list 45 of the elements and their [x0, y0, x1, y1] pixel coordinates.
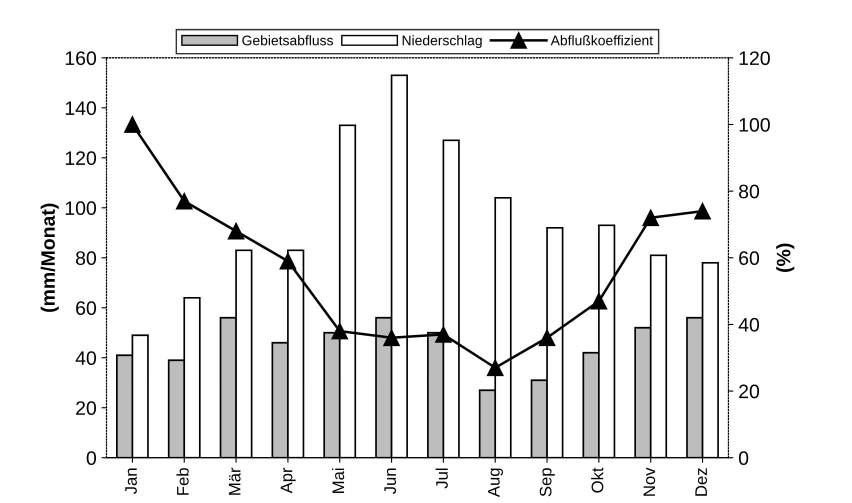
y-tick-label: 80 [76, 251, 96, 266]
legend-label: Gebietsabfluss [242, 35, 333, 46]
point [280, 252, 296, 270]
x-tick-label: Aug [488, 468, 503, 498]
y2-tick-label: 0 [738, 451, 748, 465]
x-tick-label: Jan [125, 468, 137, 494]
point [331, 322, 348, 340]
x-tick-label: Dez [695, 468, 708, 496]
x-tick-label: Okt [591, 468, 604, 493]
x-tick-label: Jun [384, 468, 396, 494]
y2-tick-label: 60 [739, 251, 760, 266]
x-tick-label: Nov [644, 468, 656, 496]
y-tick-label: 140 [66, 101, 96, 116]
point [124, 116, 141, 133]
y2-tick-label: 100 [740, 118, 770, 132]
x-tick-label: Mai [332, 468, 344, 493]
x-tick-label: Mär [228, 468, 241, 495]
point [228, 222, 244, 240]
y-tick-label: 40 [76, 351, 96, 365]
legend-label: Abflußkoeffizient [550, 35, 653, 46]
point [538, 329, 556, 346]
y-tick-label: 100 [66, 201, 96, 216]
y2-tick-label: 120 [740, 51, 770, 66]
y2-tick-label: 80 [739, 184, 760, 198]
x-tick-label: Feb [176, 468, 189, 495]
y-tick-label: 120 [66, 151, 96, 166]
x-tick-label: Apr [280, 468, 296, 494]
point [486, 359, 504, 376]
y2-axis-title: (%) [776, 244, 794, 272]
y-tick-label: 60 [76, 301, 96, 316]
y2-tick-label: 20 [739, 384, 760, 398]
point [642, 209, 660, 226]
y-tick-label: 160 [66, 51, 96, 66]
legend-label: Niederschlag [402, 35, 482, 48]
y-tick-label: 0 [86, 451, 96, 465]
x-tick-label: Jul [436, 468, 448, 488]
point [383, 329, 400, 346]
point [176, 192, 193, 210]
y2-tick-label: 40 [738, 318, 760, 332]
x-tick-label: Sep [540, 468, 555, 496]
point [590, 292, 608, 310]
point [694, 202, 711, 220]
y-axis-title: (mm/Monat) [40, 204, 59, 312]
y-tick-label: 20 [76, 401, 96, 415]
point [435, 326, 452, 343]
